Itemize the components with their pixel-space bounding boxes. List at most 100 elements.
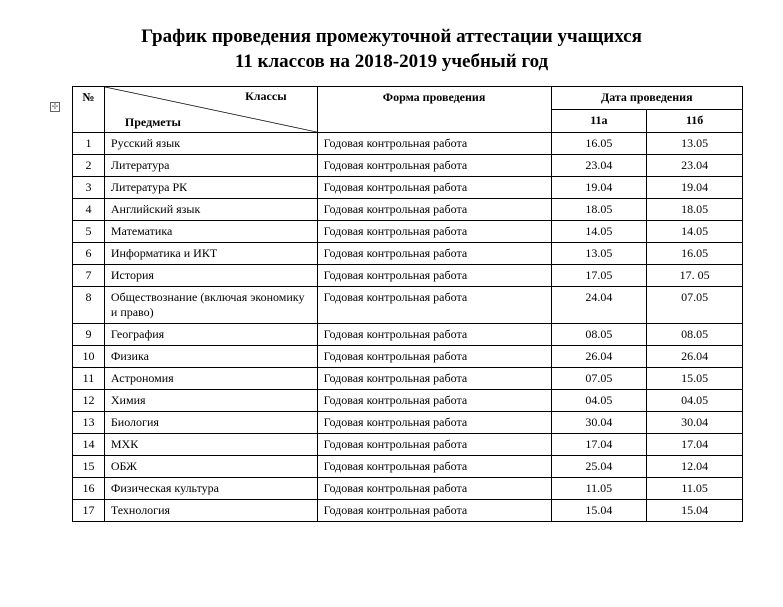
cell-date-a: 23.04 (551, 155, 647, 177)
cell-number: 10 (73, 346, 105, 368)
cell-number: 15 (73, 456, 105, 478)
cell-number: 14 (73, 434, 105, 456)
cell-date-b: 15.05 (647, 368, 743, 390)
cell-date-b: 19.04 (647, 177, 743, 199)
cell-subject: Литература РК (104, 177, 317, 199)
cell-form: Годовая контрольная работа (317, 456, 551, 478)
cell-date-b: 04.05 (647, 390, 743, 412)
cell-date-b: 14.05 (647, 221, 743, 243)
cell-number: 16 (73, 478, 105, 500)
cell-form: Годовая контрольная работа (317, 221, 551, 243)
cell-subject: Обществознание (включая экономику и прав… (104, 287, 317, 324)
cell-date-b: 26.04 (647, 346, 743, 368)
cell-date-b: 15.04 (647, 500, 743, 522)
cell-date-b: 23.04 (647, 155, 743, 177)
attestation-table: № Классы Предметы Форма проведения Дата … (72, 86, 743, 522)
table-header: № Классы Предметы Форма проведения Дата … (73, 87, 743, 133)
header-classes-label: Классы (245, 89, 286, 104)
cell-date-a: 15.04 (551, 500, 647, 522)
header-11b: 11б (647, 110, 743, 133)
table-row: 15ОБЖГодовая контрольная работа25.0412.0… (73, 456, 743, 478)
cell-form: Годовая контрольная работа (317, 390, 551, 412)
cell-date-a: 07.05 (551, 368, 647, 390)
cell-form: Годовая контрольная работа (317, 434, 551, 456)
cell-subject: Химия (104, 390, 317, 412)
cell-form: Годовая контрольная работа (317, 287, 551, 324)
cell-subject: История (104, 265, 317, 287)
cell-date-a: 08.05 (551, 324, 647, 346)
table-row: 4Английский языкГодовая контрольная рабо… (73, 199, 743, 221)
table-row: 6Информатика и ИКТГодовая контрольная ра… (73, 243, 743, 265)
table-row: 16Физическая культураГодовая контрольная… (73, 478, 743, 500)
table-row: 13БиологияГодовая контрольная работа30.0… (73, 412, 743, 434)
cell-form: Годовая контрольная работа (317, 133, 551, 155)
cell-subject: География (104, 324, 317, 346)
cell-number: 13 (73, 412, 105, 434)
page-title: График проведения промежуточной аттестац… (0, 25, 783, 74)
cell-form: Годовая контрольная работа (317, 155, 551, 177)
table-container: № Классы Предметы Форма проведения Дата … (72, 86, 743, 522)
cell-number: 4 (73, 199, 105, 221)
header-date: Дата проведения (551, 87, 742, 110)
cell-number: 11 (73, 368, 105, 390)
cell-subject: ОБЖ (104, 456, 317, 478)
cell-number: 9 (73, 324, 105, 346)
table-row: 1Русский языкГодовая контрольная работа 1… (73, 133, 743, 155)
cell-number: 2 (73, 155, 105, 177)
cell-date-b: 07.05 (647, 287, 743, 324)
cell-form: Годовая контрольная работа (317, 324, 551, 346)
cell-number: 5 (73, 221, 105, 243)
table-row: 3Литература РКГодовая контрольная работа… (73, 177, 743, 199)
anchor-icon: ✢ (50, 102, 60, 112)
cell-date-a: 30.04 (551, 412, 647, 434)
table-row: 12ХимияГодовая контрольная работа04.0504… (73, 390, 743, 412)
cell-subject: Литература (104, 155, 317, 177)
table-row: 7ИсторияГодовая контрольная работа17.051… (73, 265, 743, 287)
cell-date-b: 30.04 (647, 412, 743, 434)
cell-subject: Английский язык (104, 199, 317, 221)
cell-form: Годовая контрольная работа (317, 500, 551, 522)
cell-number: 6 (73, 243, 105, 265)
cell-form: Годовая контрольная работа (317, 346, 551, 368)
cell-subject: Астрономия (104, 368, 317, 390)
table-body: 1Русский языкГодовая контрольная работа1… (73, 133, 743, 522)
cell-date-a: 24.04 (551, 287, 647, 324)
cell-form: Годовая контрольная работа (317, 177, 551, 199)
cell-date-b: 16.05 (647, 243, 743, 265)
table-row: 9ГеографияГодовая контрольная работа08.0… (73, 324, 743, 346)
cell-date-a: 04.05 (551, 390, 647, 412)
cell-date-a: 25.04 (551, 456, 647, 478)
cell-number: 1 (73, 133, 105, 155)
cell-form: Годовая контрольная работа (317, 265, 551, 287)
table-row: 17ТехнологияГодовая контрольная работа15… (73, 500, 743, 522)
cell-date-b: 13.05 (647, 133, 743, 155)
cell-form: Годовая контрольная работа (317, 478, 551, 500)
cell-date-a: 17.05 (551, 265, 647, 287)
cell-number: 17 (73, 500, 105, 522)
cell-subject: Информатика и ИКТ (104, 243, 317, 265)
cell-number: 12 (73, 390, 105, 412)
header-subjects-classes: Классы Предметы (104, 87, 317, 133)
cell-form: Годовая контрольная работа (317, 412, 551, 434)
cell-date-a: 26.04 (551, 346, 647, 368)
cell-number: 3 (73, 177, 105, 199)
cell-date-b: 17. 05 (647, 265, 743, 287)
cell-subject: Математика (104, 221, 317, 243)
cell-date-b: 12.04 (647, 456, 743, 478)
cell-date-a: 13.05 (551, 243, 647, 265)
table-row: 11АстрономияГодовая контрольная работа07… (73, 368, 743, 390)
header-number: № (73, 87, 105, 133)
table-row: 5МатематикаГодовая контрольная работа14.… (73, 221, 743, 243)
cell-subject: Физическая культура (104, 478, 317, 500)
table-row: 8Обществознание (включая экономику и пра… (73, 287, 743, 324)
cell-date-b: 08.05 (647, 324, 743, 346)
cell-date-a: 14.05 (551, 221, 647, 243)
cell-date-b: 11.05 (647, 478, 743, 500)
cell-date-a: 17.04 (551, 434, 647, 456)
table-row: 2ЛитератураГодовая контрольная работа23.… (73, 155, 743, 177)
cell-subject: Русский язык (104, 133, 317, 155)
header-11a: 11а (551, 110, 647, 133)
cell-form: Годовая контрольная работа (317, 243, 551, 265)
header-form: Форма проведения (317, 87, 551, 133)
cell-form: Годовая контрольная работа (317, 199, 551, 221)
